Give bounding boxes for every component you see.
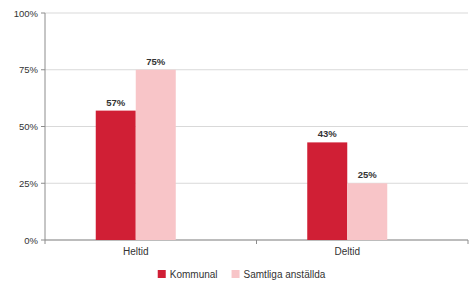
- y-tick: [41, 13, 45, 14]
- legend-label: Kommunal: [170, 269, 218, 280]
- category-separator: [45, 240, 46, 244]
- grid-line: [45, 69, 468, 70]
- y-tick-label: 25%: [19, 178, 39, 189]
- x-tick-label: Deltid: [334, 246, 360, 257]
- bar: [307, 142, 347, 240]
- legend: Kommunal Samtliga anställda: [158, 269, 326, 280]
- y-tick-label: 100%: [14, 8, 39, 19]
- category-separator: [468, 240, 469, 244]
- bar: [96, 111, 136, 240]
- bar: [347, 183, 387, 240]
- data-label: 75%: [146, 56, 166, 67]
- y-tick-label: 75%: [19, 64, 39, 75]
- x-tick-label: Heltid: [123, 246, 149, 257]
- y-tick-label: 50%: [19, 121, 39, 132]
- data-label: 57%: [106, 97, 126, 108]
- bars: [96, 70, 388, 240]
- legend-swatch: [232, 270, 240, 278]
- bar: [136, 70, 176, 240]
- y-tick: [41, 126, 45, 127]
- legend-label: Samtliga anställda: [244, 269, 326, 280]
- data-label: 43%: [318, 128, 338, 139]
- y-tick-label: 0%: [24, 235, 38, 246]
- y-tick: [41, 183, 45, 184]
- y-axis: [45, 13, 46, 240]
- y-tick: [41, 69, 45, 70]
- legend-swatch: [158, 270, 166, 278]
- y-tick: [41, 240, 45, 241]
- grid-line: [45, 13, 468, 14]
- data-labels: 57% 75% 43% 25%: [106, 56, 377, 181]
- chart: 0% 25% 50% 75% 100% 57% 75% 43% 25% Heltid Deltid K…: [0, 0, 476, 287]
- category-separator: [256, 240, 257, 244]
- data-label: 25%: [358, 169, 378, 180]
